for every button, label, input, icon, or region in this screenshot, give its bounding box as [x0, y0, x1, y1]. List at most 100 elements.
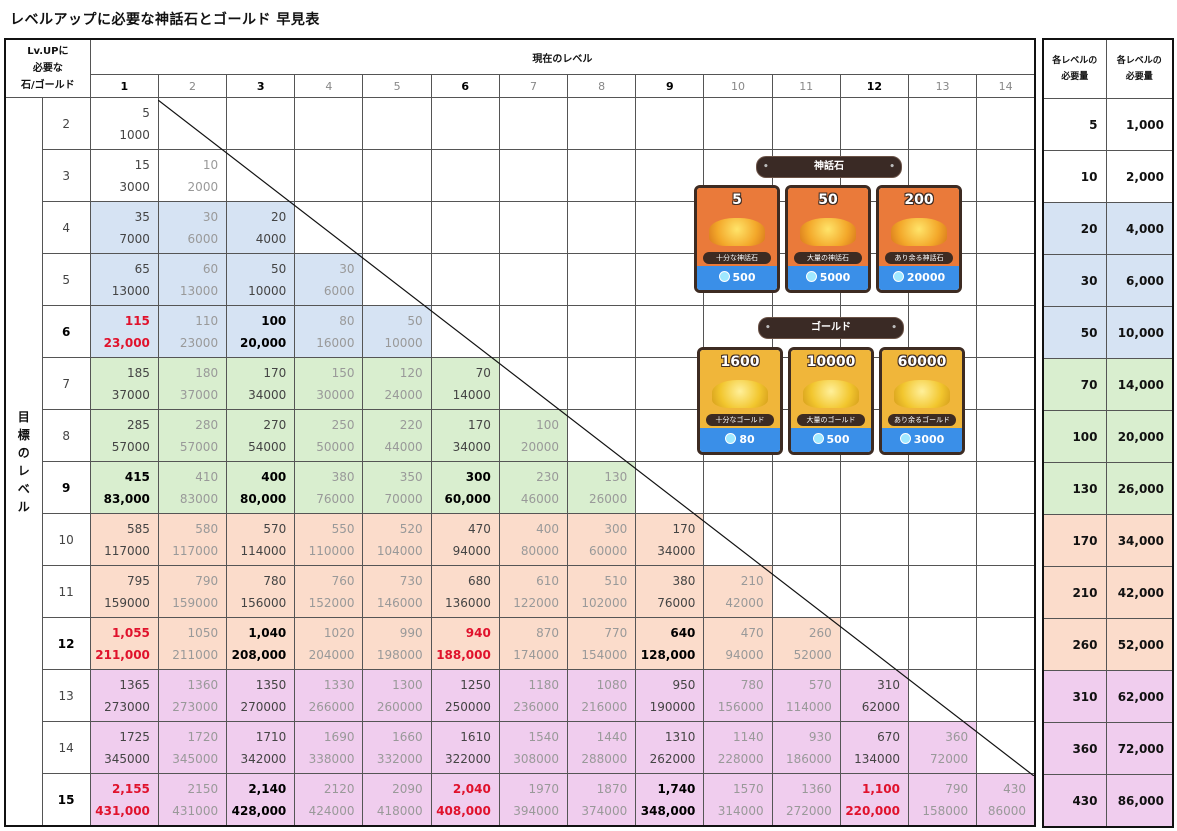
gold-cost: 37000: [179, 387, 219, 402]
cost-cell: 1610 322000: [430, 721, 500, 774]
target-level-7: 7: [41, 357, 91, 410]
empty-cell: [976, 669, 1036, 722]
gold-cost: 428,000: [231, 803, 287, 818]
gold-cost: 52000: [793, 647, 832, 662]
table-row: 9 415 83,000 410 83000 400 80,000 380 76000 350 70…: [5, 461, 1036, 514]
stone-pack-card[interactable]: 200 あり余る神話石 20000: [876, 185, 962, 293]
stone-cost: 300: [604, 521, 628, 536]
price-button[interactable]: 80: [700, 428, 780, 452]
side-row: 360 72,000: [1042, 722, 1174, 775]
cost-cell: 185 37000: [89, 357, 159, 410]
gold-cost: 431,000: [95, 803, 150, 818]
stone-cost: 270: [263, 417, 287, 432]
gold-cost: 345000: [104, 751, 150, 766]
gold-cost: 26000: [589, 491, 628, 506]
gold-cost: 431000: [172, 803, 219, 818]
gold-pack-card[interactable]: 1600 十分なゴールド 80: [697, 347, 783, 455]
cost-cell: 1050 211000: [157, 617, 228, 670]
gold-cost: 42000: [725, 595, 764, 610]
gold-cost: 308000: [513, 751, 560, 766]
gold-cost: 211000: [172, 647, 219, 662]
cost-cell: 1570 314000: [703, 773, 773, 827]
cost-cell: 100 20000: [498, 409, 569, 462]
gold-cost: 270000: [240, 699, 287, 714]
gold-cost: 13000: [179, 283, 219, 298]
stone-cost: 580: [195, 521, 219, 536]
gold-cost: 34000: [657, 543, 696, 558]
corner-line: Lv.UPに: [27, 46, 69, 57]
empty-cell: [498, 97, 569, 150]
pack-tag: 大量の神話石: [794, 252, 862, 264]
gold-cost: 262000: [649, 751, 696, 766]
cost-cell: 35 7000: [89, 201, 159, 254]
card-top: 60000 あり余るゴールド: [882, 350, 962, 428]
empty-cell: [976, 305, 1036, 358]
stone-pack-card[interactable]: 50 大量の神話石 5000: [785, 185, 871, 293]
cost-cell: 760 152000: [294, 565, 364, 618]
target-level-14: 14: [41, 721, 91, 774]
price-button[interactable]: 3000: [882, 428, 962, 452]
price-button[interactable]: 500: [791, 428, 871, 452]
stone-cost: 170: [467, 417, 491, 432]
stone-cost: 1330: [323, 677, 355, 692]
stone-pack-card[interactable]: 5 十分な神話石 500: [694, 185, 780, 293]
stone-cost: 120: [399, 365, 423, 380]
cost-cell: 780 156000: [226, 565, 296, 618]
stone-cost: 60: [202, 261, 219, 276]
cost-cell: 1020 204000: [294, 617, 364, 670]
stone-cost: 350: [399, 469, 423, 484]
pack-amount: 10000: [806, 354, 856, 370]
gold-cost: 156000: [717, 699, 764, 714]
stone-cost: 285: [127, 417, 150, 432]
price-button[interactable]: 20000: [879, 266, 959, 290]
cost-cell: 380 76000: [294, 461, 364, 514]
gold-cost: 152000: [308, 595, 355, 610]
gold-need-header: 各レベルの 必要量: [1105, 38, 1174, 99]
card-top: 1600 十分なゴールド: [700, 350, 780, 428]
cost-cell: 2090 418000: [362, 773, 432, 827]
diamond-icon: [725, 433, 737, 444]
gold-pack-card[interactable]: 60000 あり余るゴールド 3000: [879, 347, 965, 455]
price-button[interactable]: 5000: [788, 266, 868, 290]
stone-cost: 780: [263, 573, 287, 588]
gold-cost: 345000: [172, 751, 219, 766]
stone-cost: 1050: [187, 625, 219, 640]
empty-cell: [907, 97, 978, 150]
cost-cell: 510 102000: [567, 565, 637, 618]
empty-cell: [498, 357, 569, 410]
target-level-4: 4: [41, 201, 91, 254]
cost-cell: 260 52000: [771, 617, 841, 670]
side-header-line: 各レベルの: [1052, 56, 1098, 66]
side-row: 20 4,000: [1042, 202, 1174, 255]
stone-cost: 30: [339, 261, 355, 276]
stone-cost: 50: [271, 261, 287, 276]
cost-cell: 70 14000: [430, 357, 500, 410]
gold-cost: 70000: [384, 491, 423, 506]
table-row: 10 585 117000 580 117000 570 114000 550 110000 52…: [5, 513, 1036, 566]
stone-cost: 170: [672, 521, 696, 536]
empty-cell: [498, 201, 569, 254]
gold-need: 34,000: [1105, 514, 1174, 567]
gold-cost: 2000: [187, 179, 219, 194]
cost-cell: 930 186000: [771, 721, 841, 774]
empty-cell: [771, 513, 841, 566]
cost-cell: 950 190000: [635, 669, 705, 722]
stone-cost: 5: [142, 105, 150, 120]
gold-cost: 186000: [785, 751, 832, 766]
stone-cost: 780: [740, 677, 764, 692]
side-row: 100 20,000: [1042, 410, 1174, 463]
stone-cost: 1360: [801, 781, 832, 796]
gold-pack-card[interactable]: 10000 大量のゴールド 500: [788, 347, 874, 455]
stone-cost: 310: [877, 677, 900, 692]
table-row: 11 795 159000 790 159000 780 156000 760 152000 73…: [5, 565, 1036, 618]
price-button[interactable]: 500: [697, 266, 777, 290]
cost-cell: 1365 273000: [89, 669, 159, 722]
current-level-4: 4: [294, 74, 364, 98]
page-title: レベルアップに必要な神話石とゴールド 早見表: [10, 12, 320, 28]
stone-cost: 110: [195, 313, 219, 328]
gold-cost: 6000: [187, 231, 219, 246]
stone-cost: 380: [672, 573, 696, 588]
gold-cost: 76000: [657, 595, 696, 610]
empty-cell: [294, 97, 364, 150]
side-row: 30 6,000: [1042, 254, 1174, 307]
